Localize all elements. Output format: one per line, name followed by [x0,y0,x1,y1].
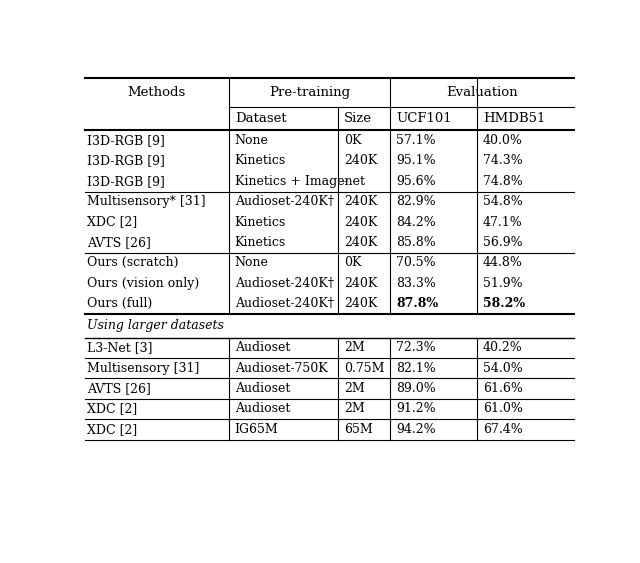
Text: Kinetics: Kinetics [235,216,286,229]
Text: 74.8%: 74.8% [483,175,522,188]
Text: Ours (vision only): Ours (vision only) [88,277,200,290]
Text: XDC [2]: XDC [2] [88,216,138,229]
Text: 83.3%: 83.3% [396,277,436,290]
Text: Methods: Methods [128,86,186,99]
Text: 56.9%: 56.9% [483,236,522,249]
Text: Ours (scratch): Ours (scratch) [88,256,179,269]
Text: 85.8%: 85.8% [396,236,436,249]
Text: Kinetics: Kinetics [235,236,286,249]
Text: 58.2%: 58.2% [483,297,525,310]
Text: IG65M: IG65M [235,423,278,436]
Text: Audioset: Audioset [235,403,290,415]
Text: 40.0%: 40.0% [483,134,523,147]
Text: 2M: 2M [344,403,365,415]
Text: None: None [235,256,269,269]
Text: 2M: 2M [344,341,365,354]
Text: XDC [2]: XDC [2] [88,423,138,436]
Text: 47.1%: 47.1% [483,216,522,229]
Text: I3D-RGB [9]: I3D-RGB [9] [88,154,165,167]
Text: Audioset-750K: Audioset-750K [235,361,328,375]
Text: 70.5%: 70.5% [396,256,436,269]
Text: 61.0%: 61.0% [483,403,523,415]
Text: Multisensory* [31]: Multisensory* [31] [88,195,206,208]
Text: 240K: 240K [344,297,377,310]
Text: 57.1%: 57.1% [396,134,436,147]
Text: 0K: 0K [344,256,362,269]
Text: Evaluation: Evaluation [446,86,518,99]
Text: 51.9%: 51.9% [483,277,522,290]
Text: 72.3%: 72.3% [396,341,436,354]
Text: 240K: 240K [344,154,377,167]
Text: 2M: 2M [344,382,365,395]
Text: AVTS [26]: AVTS [26] [88,236,151,249]
Text: Kinetics + Imagenet: Kinetics + Imagenet [235,175,365,188]
Text: 240K: 240K [344,216,377,229]
Text: 54.0%: 54.0% [483,361,522,375]
Text: Audioset: Audioset [235,341,290,354]
Text: Ours (full): Ours (full) [88,297,153,310]
Text: Size: Size [344,112,372,125]
Text: Audioset-240K†: Audioset-240K† [235,277,333,290]
Text: Using larger datasets: Using larger datasets [88,319,224,332]
Text: 74.3%: 74.3% [483,154,522,167]
Text: Kinetics: Kinetics [235,154,286,167]
Text: XDC [2]: XDC [2] [88,403,138,415]
Text: 240K: 240K [344,195,377,208]
Text: AVTS [26]: AVTS [26] [88,382,151,395]
Text: 44.8%: 44.8% [483,256,523,269]
Text: -: - [344,175,348,188]
Text: 67.4%: 67.4% [483,423,522,436]
Text: 95.6%: 95.6% [396,175,436,188]
Text: 95.1%: 95.1% [396,154,436,167]
Text: 65M: 65M [344,423,372,436]
Text: None: None [235,134,269,147]
Text: Audioset: Audioset [235,382,290,395]
Text: 89.0%: 89.0% [396,382,436,395]
Text: Audioset-240K†: Audioset-240K† [235,195,333,208]
Text: 61.6%: 61.6% [483,382,523,395]
Text: 91.2%: 91.2% [396,403,436,415]
Text: UCF101: UCF101 [396,112,452,125]
Text: 94.2%: 94.2% [396,423,436,436]
Text: I3D-RGB [9]: I3D-RGB [9] [88,175,165,188]
Text: L3-Net [3]: L3-Net [3] [88,341,153,354]
Text: 84.2%: 84.2% [396,216,436,229]
Text: Dataset: Dataset [235,112,286,125]
Text: 54.8%: 54.8% [483,195,522,208]
Text: 87.8%: 87.8% [396,297,438,310]
Text: 82.1%: 82.1% [396,361,436,375]
Text: HMDB51: HMDB51 [483,112,545,125]
Text: Pre-training: Pre-training [269,86,350,99]
Text: 240K: 240K [344,277,377,290]
Text: 240K: 240K [344,236,377,249]
Text: Audioset-240K†: Audioset-240K† [235,297,333,310]
Text: I3D-RGB [9]: I3D-RGB [9] [88,134,165,147]
Text: 0K: 0K [344,134,362,147]
Text: 40.2%: 40.2% [483,341,522,354]
Text: Multisensory [31]: Multisensory [31] [88,361,200,375]
Text: 0.75M: 0.75M [344,361,385,375]
Text: 82.9%: 82.9% [396,195,436,208]
